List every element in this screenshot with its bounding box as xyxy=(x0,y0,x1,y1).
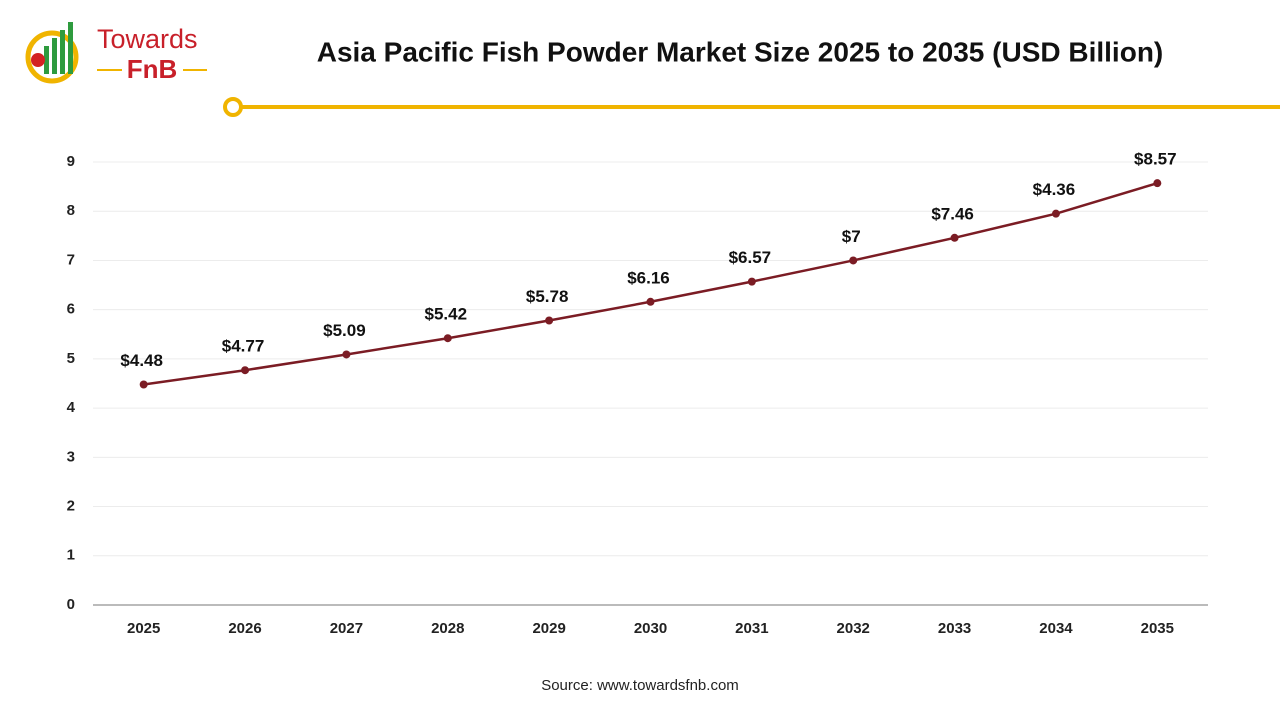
logo-bar xyxy=(44,46,49,74)
y-tick-label: 0 xyxy=(67,596,75,613)
x-tick-label: 2032 xyxy=(837,620,870,637)
point xyxy=(241,366,250,375)
logo-bar xyxy=(68,22,73,74)
value-label: $5.42 xyxy=(424,305,467,324)
point xyxy=(139,380,148,389)
y-tick-label: 5 xyxy=(67,350,75,367)
value-label: $5.09 xyxy=(323,321,366,340)
y-tick-label: 1 xyxy=(67,547,75,564)
logo-bar xyxy=(60,30,65,74)
y-tick-label: 3 xyxy=(67,448,75,465)
y-tick-label: 4 xyxy=(67,399,76,416)
source: Source: www.towardsfnb.com xyxy=(541,677,739,694)
x-tick-label: 2028 xyxy=(431,620,464,637)
point xyxy=(545,316,554,325)
value-label: $7 xyxy=(842,227,861,246)
y-tick-label: 2 xyxy=(67,498,75,515)
logo-ring xyxy=(25,30,79,84)
logo-dot xyxy=(31,53,45,67)
value-label: $6.57 xyxy=(729,248,772,267)
value-label: $4.48 xyxy=(120,351,163,370)
logo-bar xyxy=(52,38,57,74)
value-label: $7.46 xyxy=(931,204,974,223)
value-label: $6.16 xyxy=(627,268,670,287)
x-tick-label: 2027 xyxy=(330,620,363,637)
point xyxy=(747,277,756,286)
logo: Towards FnB xyxy=(25,22,207,84)
x-tick-label: 2033 xyxy=(938,620,971,637)
chart-title: Asia Pacific Fish Powder Market Size 202… xyxy=(317,36,1164,67)
point xyxy=(443,334,452,343)
point xyxy=(849,256,858,265)
logo-text: FnB xyxy=(127,54,178,84)
y-tick-label: 8 xyxy=(67,202,75,219)
x-tick-label: 2034 xyxy=(1039,620,1073,637)
x-tick-label: 2026 xyxy=(228,620,261,637)
x-tick-label: 2030 xyxy=(634,620,667,637)
point xyxy=(1051,209,1060,218)
y-tick-label: 7 xyxy=(67,251,75,268)
x-tick-label: 2025 xyxy=(127,620,160,637)
logo-text: Towards xyxy=(97,24,198,54)
x-tick-label: 2029 xyxy=(532,620,565,637)
point xyxy=(342,350,351,359)
point xyxy=(950,233,959,242)
x-tick-label: 2031 xyxy=(735,620,768,637)
value-label: $4.36 xyxy=(1033,180,1076,199)
point xyxy=(646,297,655,306)
title-rule-dot xyxy=(223,97,243,117)
value-label: $4.77 xyxy=(222,337,265,356)
y-tick-label: 6 xyxy=(67,301,75,318)
value-label: $8.57 xyxy=(1134,150,1177,169)
y-tick-label: 9 xyxy=(67,153,75,170)
point xyxy=(1153,179,1162,188)
value-label: $5.78 xyxy=(526,287,569,306)
x-tick-label: 2035 xyxy=(1141,620,1174,637)
